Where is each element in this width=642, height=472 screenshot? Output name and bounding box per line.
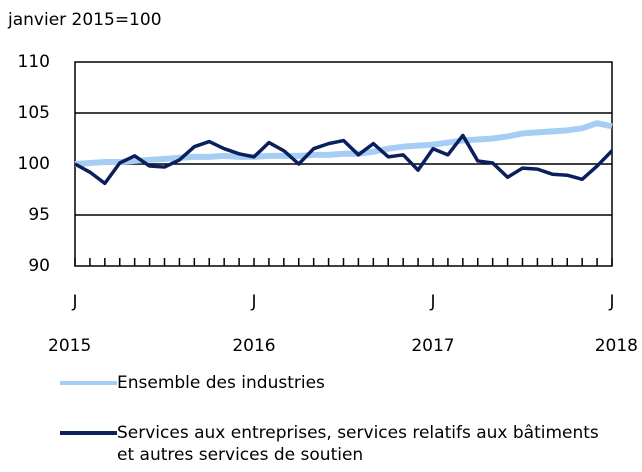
legend-swatch [60, 431, 117, 435]
y-tick-label: 95 [28, 205, 50, 225]
legend-swatch [60, 381, 117, 385]
x-tick-label: J [250, 292, 256, 312]
y-tick-label: 90 [28, 256, 50, 276]
y-axis-label: janvier 2015=100 [7, 10, 162, 30]
x-group-label: 2018 [595, 336, 638, 356]
legend-label: Ensemble des industries [117, 373, 325, 393]
legend-item: Services aux entreprises, services relat… [60, 422, 617, 466]
y-tick-label: 105 [18, 103, 50, 123]
x-tick-label: J [608, 292, 614, 312]
y-tick-label: 110 [18, 52, 50, 72]
chart-svg: janvier 2015=100 90 95 100 105 110 J J J J 2015 20… [7, 10, 638, 356]
series-line [74, 120, 613, 167]
x-tick-label: J [429, 292, 435, 312]
x-tick-label: J [71, 292, 77, 312]
y-tick-label: 100 [18, 154, 50, 174]
x-group-label: 2017 [411, 336, 454, 356]
legend-item: Ensemble des industries [60, 372, 617, 394]
x-group-label: 2015 [48, 336, 91, 356]
legend-label: Services aux entreprises, services relat… [117, 423, 599, 465]
series-line [74, 133, 614, 186]
x-group-label: 2016 [232, 336, 275, 356]
